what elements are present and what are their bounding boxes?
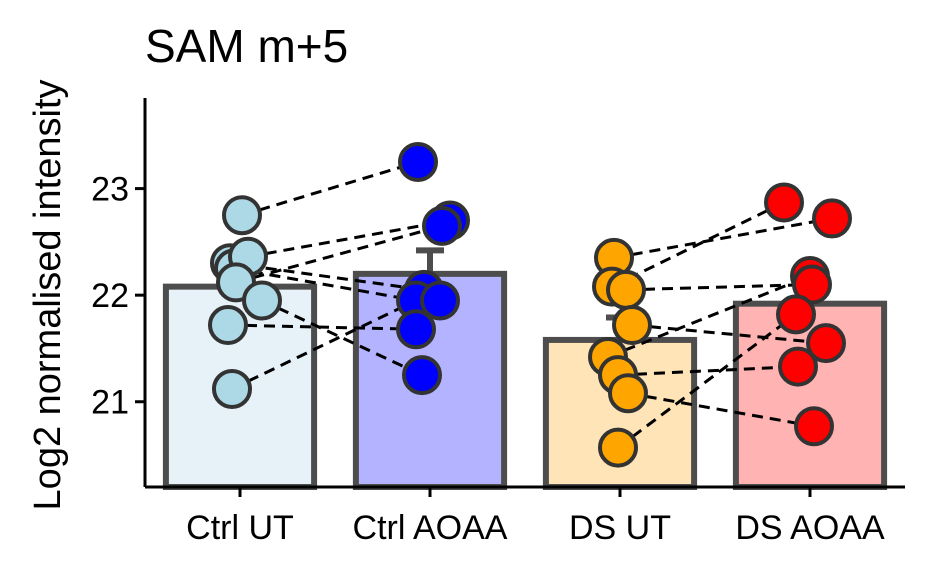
x-tick-label: Ctrl UT: [186, 509, 294, 547]
x-tick-label: Ctrl AOAA: [353, 509, 508, 547]
pair-line: [233, 267, 417, 302]
data-point-ds-ut: [612, 305, 652, 346]
data-point-ds-ut: [608, 373, 648, 414]
pair-line: [229, 261, 425, 292]
data-point-ds-aoaa: [764, 182, 804, 223]
data-point-ctrl-aoaa: [420, 280, 460, 321]
pair-line: [247, 219, 451, 259]
pair-line: [617, 365, 799, 377]
pair-line: [227, 323, 417, 331]
pair-line: [231, 299, 417, 391]
pair-lines: [227, 160, 833, 449]
bar-ds-aoaa: [732, 300, 888, 490]
pair-line: [611, 201, 785, 288]
data-point-ctrl-ut: [222, 195, 262, 236]
pair-line: [613, 216, 833, 260]
pair-line: [261, 299, 423, 377]
data-point-ctrl-ut: [212, 368, 252, 409]
data-point-ctrl-ut: [208, 305, 248, 346]
axes: 21 22 23 Ctrl UT Ctrl AOAA DS UT DS AOAA: [91, 98, 905, 547]
data-point-ds-ut: [606, 269, 646, 310]
data-point-ctrl-aoaa: [396, 309, 436, 350]
data-point-ds-aoaa: [776, 294, 816, 335]
data-point-ctrl-ut: [242, 280, 282, 321]
pair-line: [617, 313, 797, 449]
data-point-ds-aoaa: [794, 406, 834, 447]
pair-line: [607, 274, 811, 359]
y-tick-label: 23: [91, 171, 129, 209]
data-point-ctrl-aoaa: [422, 205, 462, 246]
y-axis-label: Log2 normalised intensity: [27, 80, 69, 511]
pair-line: [631, 323, 827, 345]
pair-line: [627, 391, 815, 428]
data-points: [208, 141, 852, 468]
x-tick-label: DS UT: [569, 509, 671, 547]
x-tick-label: DS AOAA: [735, 509, 885, 547]
y-tick-label: 21: [91, 384, 129, 422]
y-tick-label: 22: [91, 277, 129, 315]
data-point-ds-ut: [598, 427, 638, 468]
data-point-ctrl-aoaa: [398, 141, 438, 182]
data-point-ds-aoaa: [806, 323, 846, 364]
data-point-ds-aoaa: [778, 346, 818, 387]
pair-line: [625, 283, 813, 292]
data-point-ds-aoaa: [812, 198, 852, 239]
data-point-ctrl-aoaa: [402, 355, 442, 396]
pair-line: [241, 160, 419, 217]
chart-title: SAM m+5: [145, 20, 348, 72]
